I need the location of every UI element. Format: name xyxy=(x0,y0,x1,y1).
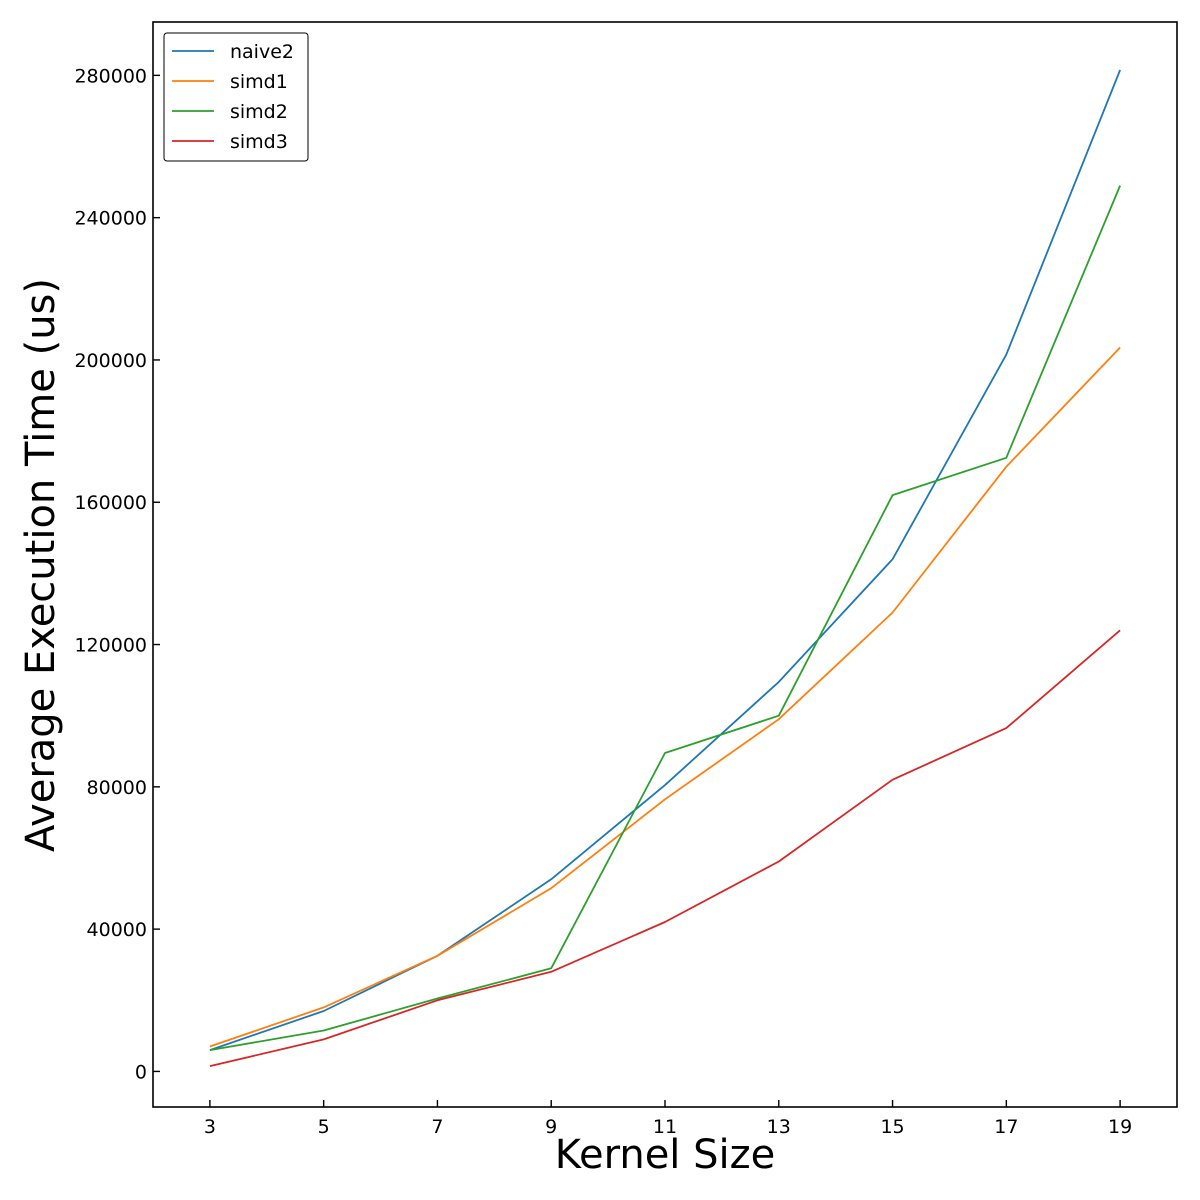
y-tick-label: 280000 xyxy=(74,65,147,87)
legend-item-simd3: simd3 xyxy=(172,131,288,153)
legend-label: simd2 xyxy=(230,101,288,123)
y-tick-label: 160000 xyxy=(74,492,147,514)
legend-box xyxy=(163,32,309,162)
series-line-simd1 xyxy=(209,346,1121,1048)
legend-item-simd2: simd2 xyxy=(172,101,288,123)
series-line-simd3 xyxy=(209,629,1121,1067)
x-tick-label: 15 xyxy=(880,1116,904,1138)
y-tick-label: 120000 xyxy=(74,635,147,657)
x-tick-label: 19 xyxy=(1108,1116,1132,1138)
series-line-naive2 xyxy=(209,69,1121,1051)
x-tick-label: 17 xyxy=(994,1116,1018,1138)
x-tick-label: 9 xyxy=(545,1116,557,1138)
legend-label: simd1 xyxy=(230,71,288,93)
x-axis-title: Kernel Size xyxy=(555,1132,776,1178)
plot-frame xyxy=(152,21,1178,1108)
x-tick-label: 3 xyxy=(204,1116,216,1138)
y-tick-label: 240000 xyxy=(74,208,147,230)
y-tick-label: 0 xyxy=(135,1061,147,1083)
plot-area xyxy=(153,22,1177,1107)
ticks-layer: 3 5 7 9 11 13 15 17 19 0 40000 80000 120000 160000 200… xyxy=(74,65,1132,1138)
y-tick-label: 80000 xyxy=(87,777,147,799)
y-tick-label: 40000 xyxy=(87,919,147,941)
y-axis-title: Average Execution Time (us) xyxy=(18,278,64,852)
legend-item-naive2: naive2 xyxy=(172,41,294,63)
series-line-simd2 xyxy=(209,185,1121,1051)
legend-item-simd1: simd1 xyxy=(172,71,288,93)
series-layer xyxy=(209,69,1121,1067)
legend-label: naive2 xyxy=(230,41,294,63)
legend: naive2 simd1 simd2 simd3 xyxy=(163,32,309,162)
x-tick-label: 7 xyxy=(431,1116,443,1138)
x-tick-label: 11 xyxy=(653,1116,677,1138)
y-tick-label: 200000 xyxy=(74,350,147,372)
x-tick-label: 5 xyxy=(318,1116,330,1138)
legend-label: simd3 xyxy=(230,131,288,153)
x-tick-label: 13 xyxy=(767,1116,791,1138)
